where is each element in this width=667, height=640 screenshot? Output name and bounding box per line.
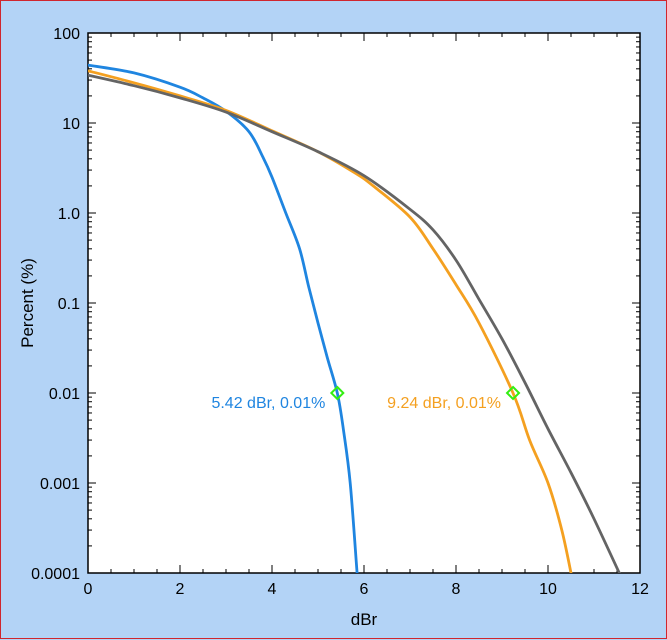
- x-tick-label: 2: [176, 581, 185, 598]
- y-tick-label: 0.001: [40, 476, 80, 493]
- annotation-markers: [329, 385, 521, 401]
- y-tick-label: 1.0: [58, 206, 80, 223]
- y-axis-title: Percent (%): [18, 258, 37, 348]
- y-tick-label: 0.0001: [31, 566, 80, 583]
- x-tick-label: 6: [360, 581, 369, 598]
- series-line-2: [88, 69, 573, 573]
- annotation-label-1: 5.42 dBr, 0.01%: [211, 395, 325, 412]
- annotation-marker-1: [329, 385, 345, 401]
- x-tick-label: 12: [631, 581, 649, 598]
- series-lines: [88, 63, 621, 573]
- series-line-3: [88, 73, 621, 573]
- x-tick-label: 10: [539, 581, 557, 598]
- annotation-label-2: 9.24 dBr, 0.01%: [387, 395, 501, 412]
- annotation-labels: 5.42 dBr, 0.01% 9.24 dBr, 0.01%: [211, 395, 501, 412]
- axis-ticks: [87, 32, 641, 574]
- y-tick-label: 10: [62, 116, 80, 133]
- y-tick-label: 100: [53, 26, 80, 43]
- x-axis-title: dBr: [351, 610, 378, 629]
- annotation-marker-2: [505, 385, 521, 401]
- x-tick-label: 4: [268, 581, 277, 598]
- x-tick-label: 0: [84, 581, 93, 598]
- x-tick-labels: 0 2 4 6 8 10 12: [84, 581, 649, 598]
- y-tick-label: 0.01: [49, 386, 80, 403]
- y-tick-label: 0.1: [58, 296, 80, 313]
- y-tick-labels: 0.0001 0.001 0.01 0.1 1.0 10 100: [31, 26, 80, 583]
- x-tick-label: 8: [452, 581, 461, 598]
- plot-area: [87, 32, 641, 574]
- series-line-1: [88, 63, 359, 573]
